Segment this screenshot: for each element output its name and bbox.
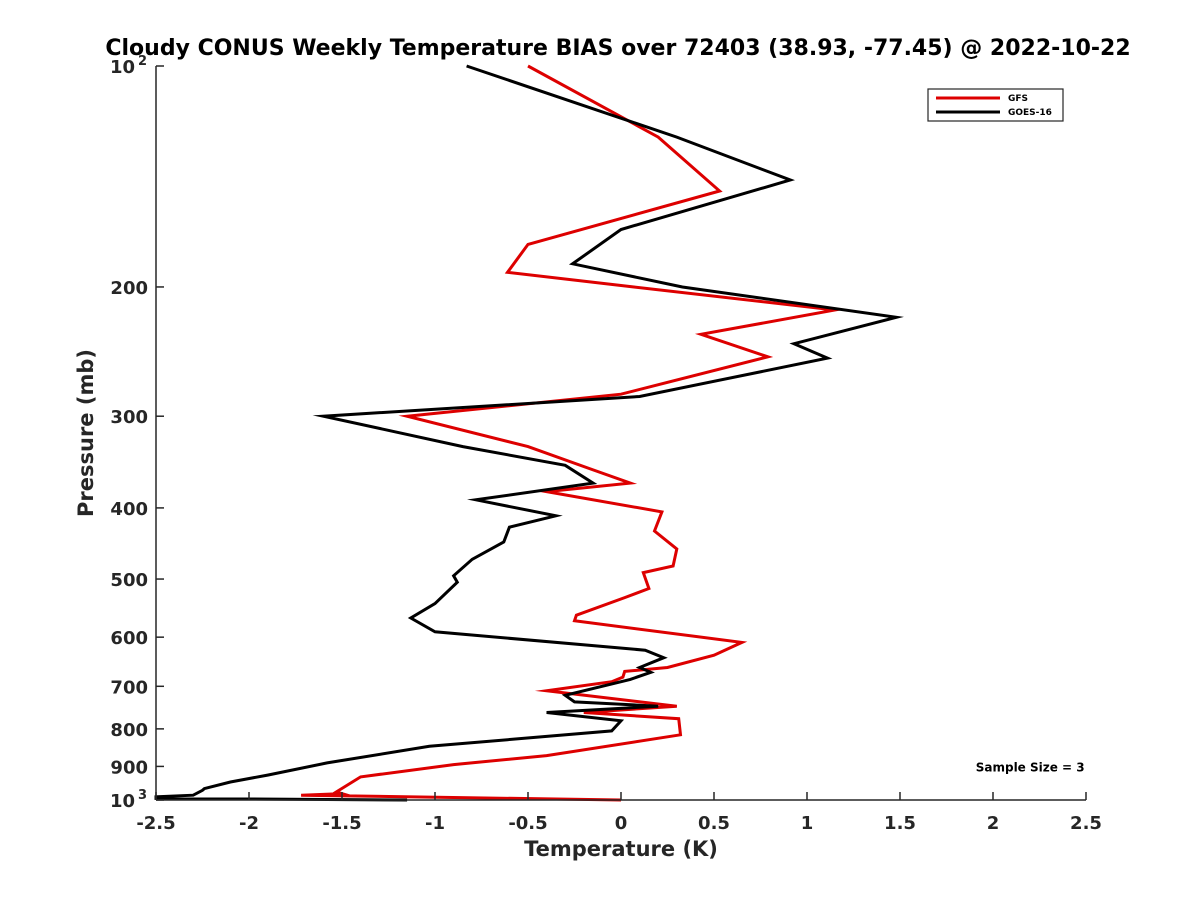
x-tick-label: 0.5 [698,813,730,834]
y-axis-label: Pressure (mb) [74,349,98,517]
y-tick-label: 900 [110,757,148,778]
x-axis: -2.5 -2 -1.5 -1 -0.5 0 0.5 1 1.5 2 2.5 [136,792,1102,834]
x-tick-label: -0.5 [508,813,547,834]
legend: GFS GOES-16 [927,88,1064,122]
x-tick-label: 1.5 [884,813,916,834]
x-axis-label: Temperature (K) [524,837,718,861]
x-tick-label: -1.5 [322,813,361,834]
y-tick-label: 500 [110,570,148,591]
y-tick-label: 600 [110,628,148,649]
legend-entry: GFS [1008,94,1028,104]
x-tick-label: 2 [987,813,1000,834]
y-tick-label: 200 [110,278,148,299]
y-tick-label: 300 [110,407,148,428]
legend-entry: GOES-16 [1008,108,1052,118]
plot-area-frame [156,66,1086,800]
x-tick-label: 2.5 [1070,813,1102,834]
x-tick-label: 1 [801,813,814,834]
y-tick-label: 400 [110,499,148,520]
series-layer [154,64,904,802]
chart-title: Cloudy CONUS Weekly Temperature BIAS ove… [105,36,1130,61]
legend-box [927,88,1064,122]
x-tick-label: 0 [615,813,628,834]
y-tick-label: 800 [110,720,148,741]
y-tick-superscript: 2 [138,54,147,69]
x-tick-label: -2.5 [136,813,175,834]
y-tick-label: 700 [110,677,148,698]
y-tick-label: 10 [110,57,135,78]
y-tick-label: 10 [110,791,135,812]
y-tick-superscript: 3 [138,788,147,803]
x-tick-label: -2 [239,813,259,834]
sample-size-annotation: Sample Size = 3 [976,760,1085,774]
x-tick-label: -1 [425,813,445,834]
series-line-gfs [301,64,846,802]
series-line-goes-16 [154,64,904,802]
